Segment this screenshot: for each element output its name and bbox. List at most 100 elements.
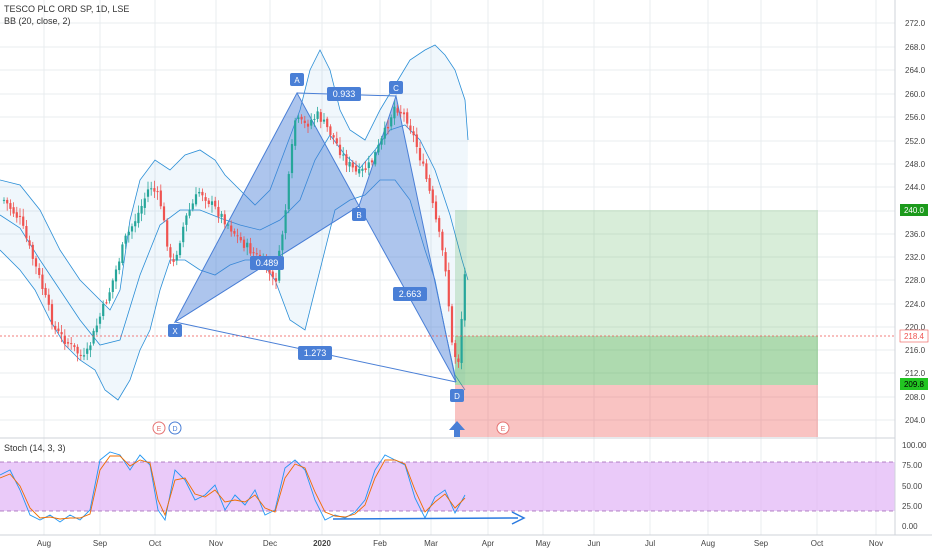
candle-body — [271, 271, 274, 278]
candle-body — [70, 343, 73, 345]
svg-text:0.933: 0.933 — [333, 89, 356, 99]
time-axis-label: Aug — [701, 539, 715, 548]
candle-body — [41, 274, 44, 290]
pattern-point-a[interactable]: A — [290, 73, 304, 86]
candle-body — [188, 210, 191, 216]
svg-text:209.8: 209.8 — [904, 380, 925, 389]
candle-body — [204, 197, 207, 201]
earnings-marker-upcoming[interactable]: E — [496, 421, 510, 435]
candle-body — [50, 304, 54, 325]
candle-body — [28, 240, 31, 246]
candle-body — [294, 120, 297, 146]
candle-body — [351, 162, 354, 168]
stoch-axis-label: 100.00 — [902, 441, 927, 450]
candle-body — [156, 191, 159, 193]
time-axis[interactable]: Aug Sep Oct Nov Dec 2020 Feb Mar Apr May Jun Jul Aug… — [37, 539, 883, 548]
candle-body — [402, 112, 406, 115]
price-axis-label: 224.0 — [905, 300, 926, 309]
candle-body — [2, 199, 6, 201]
candle-body — [111, 280, 114, 292]
candle-body — [274, 278, 278, 282]
price-axis-label: 208.0 — [905, 393, 926, 402]
pattern-point-x[interactable]: X — [168, 324, 182, 337]
earnings-marker[interactable]: E — [152, 421, 166, 435]
price-axis-label: 244.0 — [905, 183, 926, 192]
candle-body — [124, 235, 127, 244]
candle-body — [300, 116, 303, 120]
candle-body — [380, 138, 383, 145]
stoch-axis-label: 25.00 — [902, 502, 923, 511]
bb-indicator-label[interactable]: BB (20, close, 2) — [4, 16, 71, 26]
candle-body — [361, 168, 364, 171]
svg-text:1.273: 1.273 — [304, 348, 327, 358]
time-axis-label: May — [535, 539, 550, 548]
time-axis-label: 2020 — [313, 539, 331, 548]
svg-text:E: E — [501, 426, 506, 433]
candle-body — [226, 224, 230, 226]
profit-zone — [455, 210, 818, 385]
candle-body — [441, 231, 444, 251]
svg-text:X: X — [172, 327, 178, 336]
candle-body — [370, 160, 374, 163]
candle-body — [335, 138, 338, 144]
candle-body — [137, 212, 140, 224]
candle-body — [12, 207, 15, 214]
time-axis-label: Apr — [482, 539, 495, 548]
candle-body — [364, 168, 367, 171]
candle-body — [25, 226, 28, 239]
candle-body — [358, 169, 361, 174]
candle-body — [332, 135, 335, 138]
candle-body — [105, 302, 108, 304]
candle-body — [172, 259, 175, 262]
profit-zone-filled — [455, 336, 818, 385]
candle-body — [185, 215, 188, 225]
candle-body — [92, 330, 95, 344]
candle-body — [326, 118, 329, 128]
ratio-label-bcd: 2.663 — [393, 287, 427, 301]
candle-body — [223, 214, 226, 225]
stoch-indicator-label[interactable]: Stoch (14, 3, 3) — [4, 443, 66, 453]
candle-body — [342, 154, 345, 156]
candle-body — [409, 125, 412, 131]
arrow-right-icon — [511, 511, 526, 525]
svg-text:C: C — [393, 84, 399, 93]
candle-body — [422, 161, 425, 164]
price-axis-label: 220.0 — [905, 323, 926, 332]
candle-body — [207, 200, 210, 205]
candle-body — [86, 348, 89, 354]
candle-body — [297, 117, 300, 119]
stoch-axis[interactable]: 100.00 75.00 50.00 25.00 0.00 — [902, 441, 927, 531]
candle-body — [121, 244, 124, 264]
candle-body — [114, 269, 118, 282]
pattern-point-c[interactable]: C — [389, 81, 403, 94]
stop-price-tag: 209.8 — [900, 378, 928, 390]
candle-body — [146, 189, 150, 197]
candle-body — [418, 148, 422, 161]
candle-body — [38, 268, 41, 275]
candle-body — [310, 119, 313, 126]
stoch-k-line — [0, 451, 466, 523]
candle-body — [329, 126, 332, 135]
pattern-point-b[interactable]: B — [352, 208, 366, 221]
candle-body — [236, 235, 239, 237]
candle-body — [15, 212, 18, 218]
candle-body — [431, 189, 434, 204]
candle-body — [322, 119, 326, 122]
candle-body — [386, 126, 390, 129]
price-axis-label: 228.0 — [905, 276, 926, 285]
ratio-label-xab: 0.489 — [250, 256, 284, 270]
candle-body — [214, 200, 217, 207]
dividend-marker[interactable]: D — [168, 421, 182, 435]
time-axis-label: Sep — [754, 539, 769, 548]
candle-body — [450, 306, 454, 343]
candle-body — [54, 325, 57, 330]
up-arrow-icon — [449, 421, 465, 437]
price-axis-label: 260.0 — [905, 90, 926, 99]
svg-text:D: D — [172, 426, 177, 433]
svg-text:240.0: 240.0 — [904, 206, 925, 215]
stoch-d-line — [0, 455, 466, 520]
pattern-point-d[interactable]: D — [450, 389, 464, 402]
time-axis-label: Nov — [869, 539, 883, 548]
